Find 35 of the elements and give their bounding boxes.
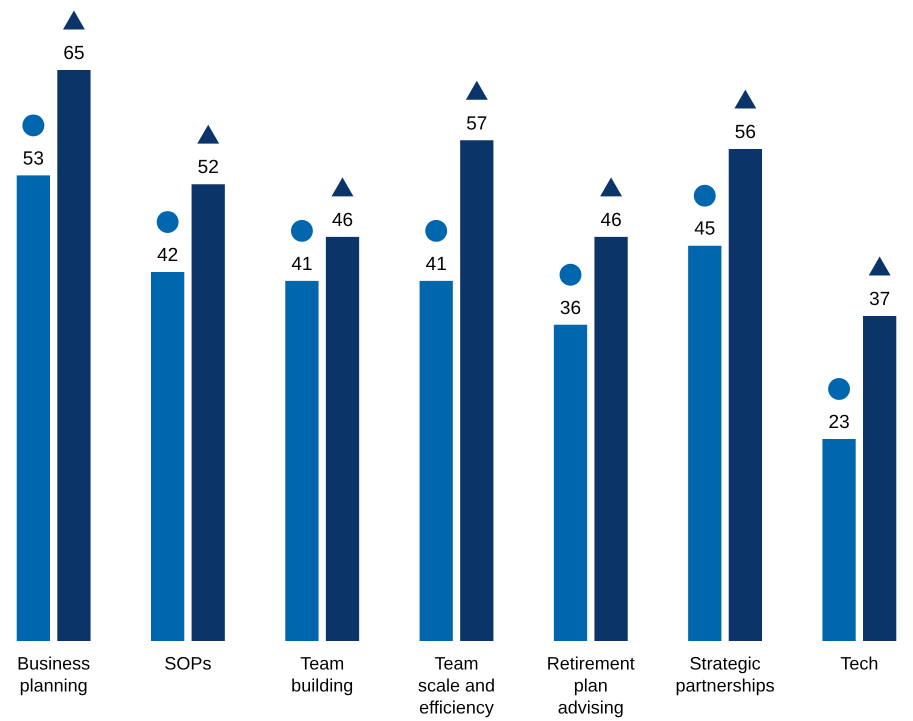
data-label: 37 [869, 288, 890, 310]
bar [460, 140, 494, 641]
data-label: 46 [332, 210, 354, 231]
data-label: 41 [291, 254, 312, 275]
data-label: 56 [734, 122, 756, 144]
x-tick-label: Retirement plan advising [546, 654, 635, 718]
data-label: 65 [63, 43, 85, 64]
x-tick-label: Tech [840, 654, 878, 674]
x-tick-label: Team building [291, 654, 354, 696]
bar [822, 438, 856, 641]
data-label: 23 [828, 412, 850, 433]
data-label: 41 [426, 254, 447, 275]
data-label: 53 [22, 148, 44, 170]
x-tick-label: Strategic partnerships [676, 654, 775, 696]
bar [151, 272, 184, 641]
bar [728, 149, 762, 641]
bar [285, 280, 319, 641]
x-tick-label: Team scale and efficiency [418, 654, 496, 718]
bar [688, 246, 722, 641]
x-tick-label: Business planning [17, 654, 90, 696]
bar [420, 280, 453, 641]
bar [554, 324, 588, 641]
data-label: 42 [157, 245, 178, 266]
bar [863, 316, 896, 641]
bar [326, 236, 360, 641]
bar [57, 70, 91, 641]
bar [16, 175, 50, 641]
x-tick-label: SOPs [164, 654, 212, 674]
data-label: 45 [694, 218, 716, 240]
bar [192, 184, 225, 641]
data-label: 57 [466, 113, 488, 134]
data-label: 46 [600, 210, 622, 231]
data-label: 36 [560, 298, 582, 319]
bar [594, 236, 628, 641]
data-label: 52 [198, 157, 219, 178]
